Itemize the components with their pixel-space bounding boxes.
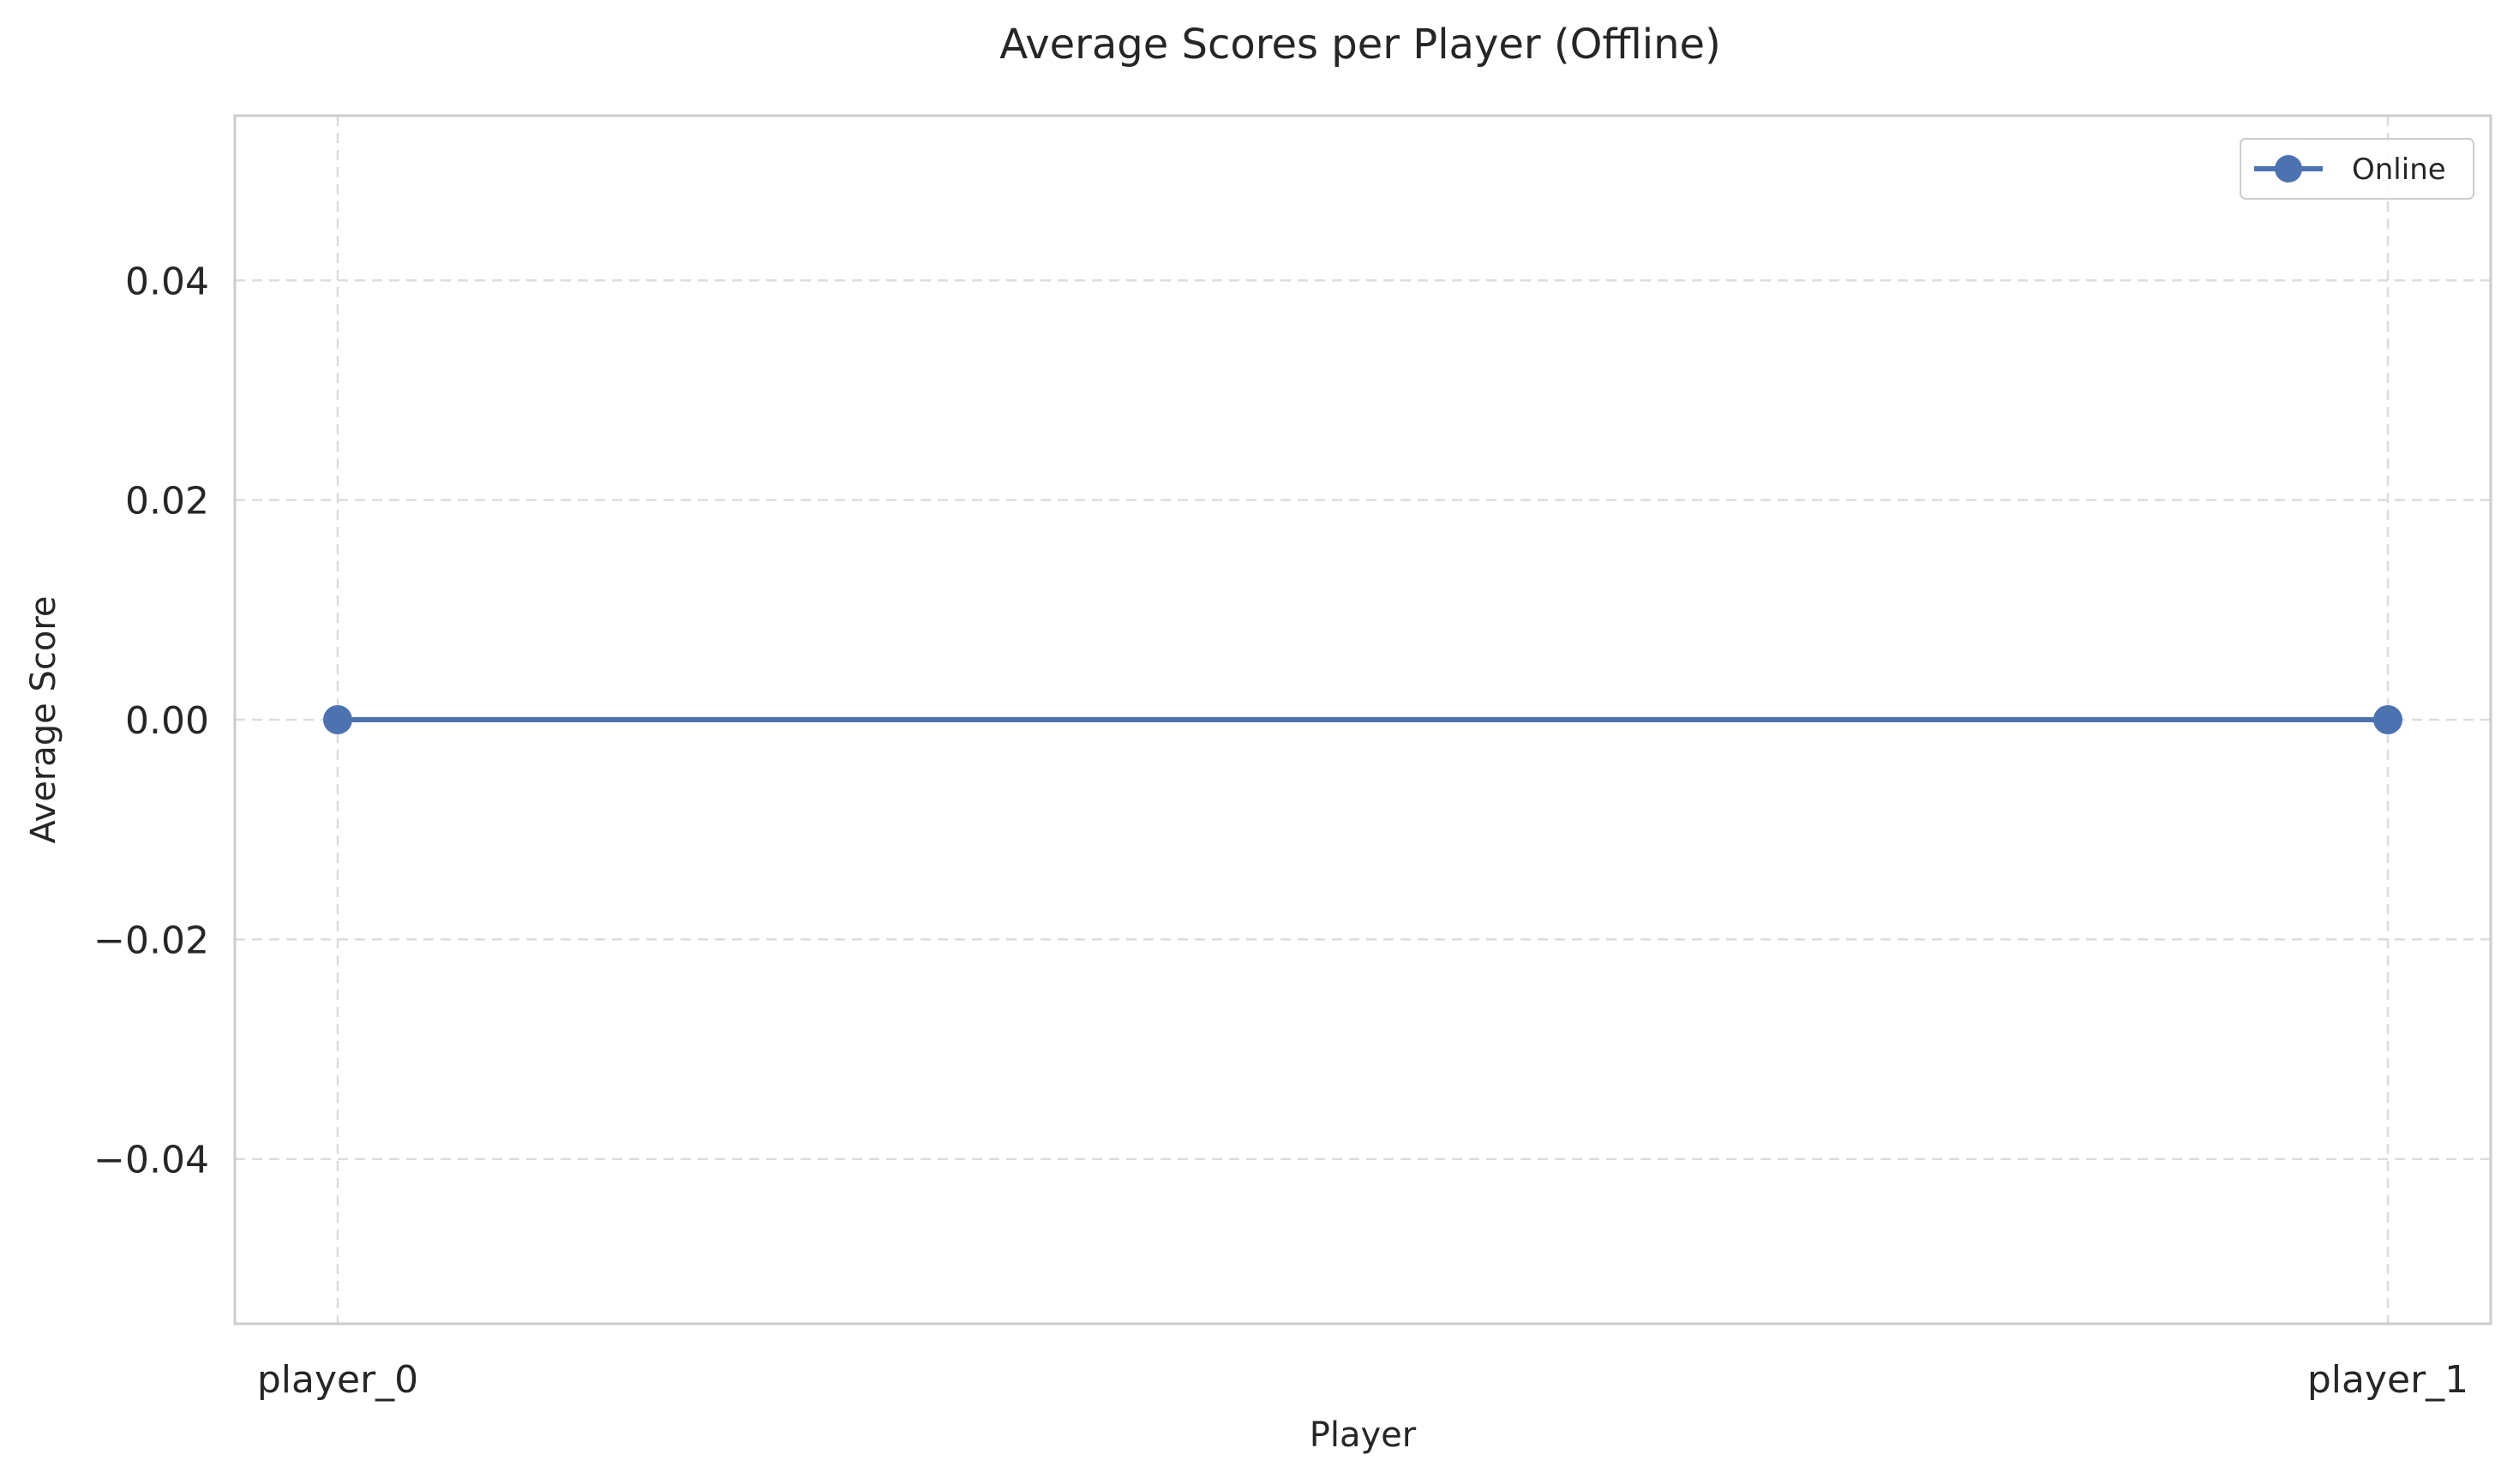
data-point[interactable] xyxy=(323,705,352,734)
x-tick-label: player_0 xyxy=(257,1358,418,1402)
y-tick-label: −0.04 xyxy=(93,1139,209,1182)
legend-box xyxy=(2240,138,2474,200)
series-layer xyxy=(323,705,2402,734)
y-tick-label: 0.02 xyxy=(125,480,209,524)
y-tick-label: 0.00 xyxy=(125,699,209,743)
x-tick-label: player_1 xyxy=(2307,1358,2468,1402)
legend-marker xyxy=(2275,155,2302,183)
y-tick-label: 0.04 xyxy=(125,260,209,303)
x-axis-ticks: player_0 player_1 xyxy=(257,1358,2468,1402)
legend[interactable]: Online xyxy=(2240,138,2474,200)
data-point[interactable] xyxy=(2373,705,2402,734)
y-axis-ticks: −0.04 −0.02 0.00 0.02 0.04 xyxy=(93,260,209,1182)
y-axis-label: Average Score xyxy=(24,595,63,843)
x-axis-label: Player xyxy=(1310,1415,1417,1455)
legend-label: Online xyxy=(2352,153,2446,187)
y-tick-label: −0.02 xyxy=(93,919,209,962)
chart-title: Average Scores per Player (Offline) xyxy=(999,21,1721,69)
plot-area xyxy=(233,114,2492,1325)
